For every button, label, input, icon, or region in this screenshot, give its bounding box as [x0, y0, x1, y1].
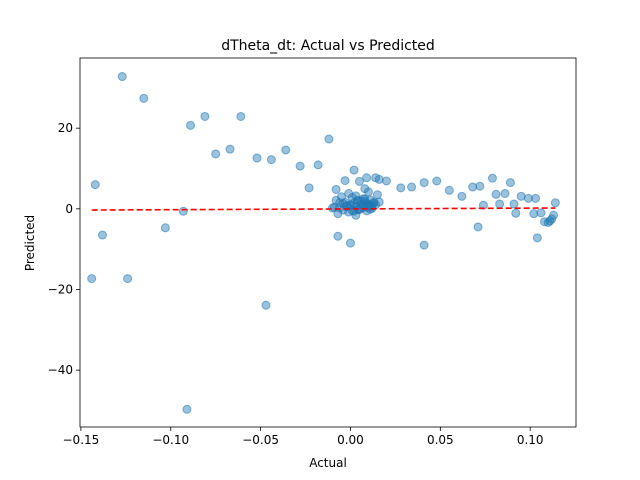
data-point [473, 222, 483, 232]
data-point [543, 218, 553, 228]
ideal-line-layer [91, 207, 556, 211]
data-point [160, 223, 170, 233]
data-point [117, 72, 127, 82]
data-point [236, 111, 246, 121]
data-point [345, 238, 355, 248]
data-point [468, 182, 478, 192]
data-point [511, 208, 521, 218]
data-point [381, 176, 391, 186]
y-tick-label: 0 [65, 202, 73, 216]
data-point [295, 161, 305, 171]
data-point [97, 230, 107, 240]
data-point [331, 184, 341, 194]
data-point [90, 180, 100, 190]
data-point [345, 201, 355, 211]
ideal-fit-line [91, 207, 556, 211]
data-point [211, 149, 221, 159]
plot-frame [79, 57, 577, 428]
data-point [505, 178, 515, 188]
x-tick-label: 0.05 [427, 433, 454, 447]
y-axis: −40 −20 0 20 [48, 121, 80, 377]
x-tick-label: −0.05 [242, 433, 279, 447]
data-point [550, 198, 560, 208]
data-point [327, 203, 337, 213]
data-point [500, 189, 510, 198]
data-point [457, 191, 467, 201]
data-point [495, 199, 505, 209]
data-point [353, 196, 363, 206]
data-point [200, 111, 210, 121]
data-point [532, 233, 542, 243]
data-point [536, 208, 546, 218]
chart-title: dTheta_dt: Actual vs Predicted [221, 38, 435, 54]
data-point [266, 155, 276, 165]
data-point [335, 198, 345, 208]
data-point [509, 199, 519, 209]
data-point [363, 187, 373, 197]
data-point [340, 176, 350, 186]
data-point [313, 160, 323, 170]
data-point [178, 206, 188, 216]
x-axis: −0.15 −0.10 −0.05 0.00 0.05 0.10 [63, 427, 544, 447]
x-axis-label: Actual [309, 456, 347, 470]
data-point [225, 144, 235, 154]
y-tick-label: −40 [48, 363, 73, 377]
y-tick-label: 20 [58, 121, 73, 135]
data-point [304, 183, 314, 193]
x-tick-label: 0.00 [337, 433, 364, 447]
data-point [354, 176, 364, 186]
data-point [396, 183, 406, 193]
data-point [281, 145, 291, 155]
x-tick-label: −0.15 [63, 433, 100, 447]
data-point [139, 93, 149, 103]
data-point [123, 274, 133, 284]
x-tick-label: −0.10 [152, 433, 189, 447]
data-point [362, 202, 372, 212]
data-point [369, 197, 379, 207]
data-point [444, 185, 454, 195]
data-point [362, 173, 372, 183]
data-point [182, 404, 192, 414]
data-point [333, 231, 343, 241]
data-point [529, 209, 539, 219]
data-point [374, 174, 384, 184]
data-point [349, 165, 359, 175]
data-point [531, 193, 541, 203]
data-point [491, 189, 501, 199]
data-point [324, 134, 334, 144]
data-point [487, 173, 497, 183]
data-point [523, 193, 533, 203]
data-point [475, 181, 485, 191]
data-point [186, 120, 196, 130]
data-point [261, 300, 271, 310]
data-point [419, 240, 429, 250]
data-point [87, 274, 97, 284]
data-point [419, 178, 429, 188]
y-tick-label: −20 [48, 282, 73, 296]
y-axis-label: Predicted [23, 215, 37, 271]
x-tick-label: 0.10 [517, 433, 544, 447]
data-point [478, 200, 488, 210]
data-point [351, 210, 361, 220]
data-point [432, 176, 442, 186]
data-point [252, 153, 262, 163]
data-point [344, 189, 354, 198]
data-point [372, 190, 382, 200]
data-point [407, 182, 417, 192]
